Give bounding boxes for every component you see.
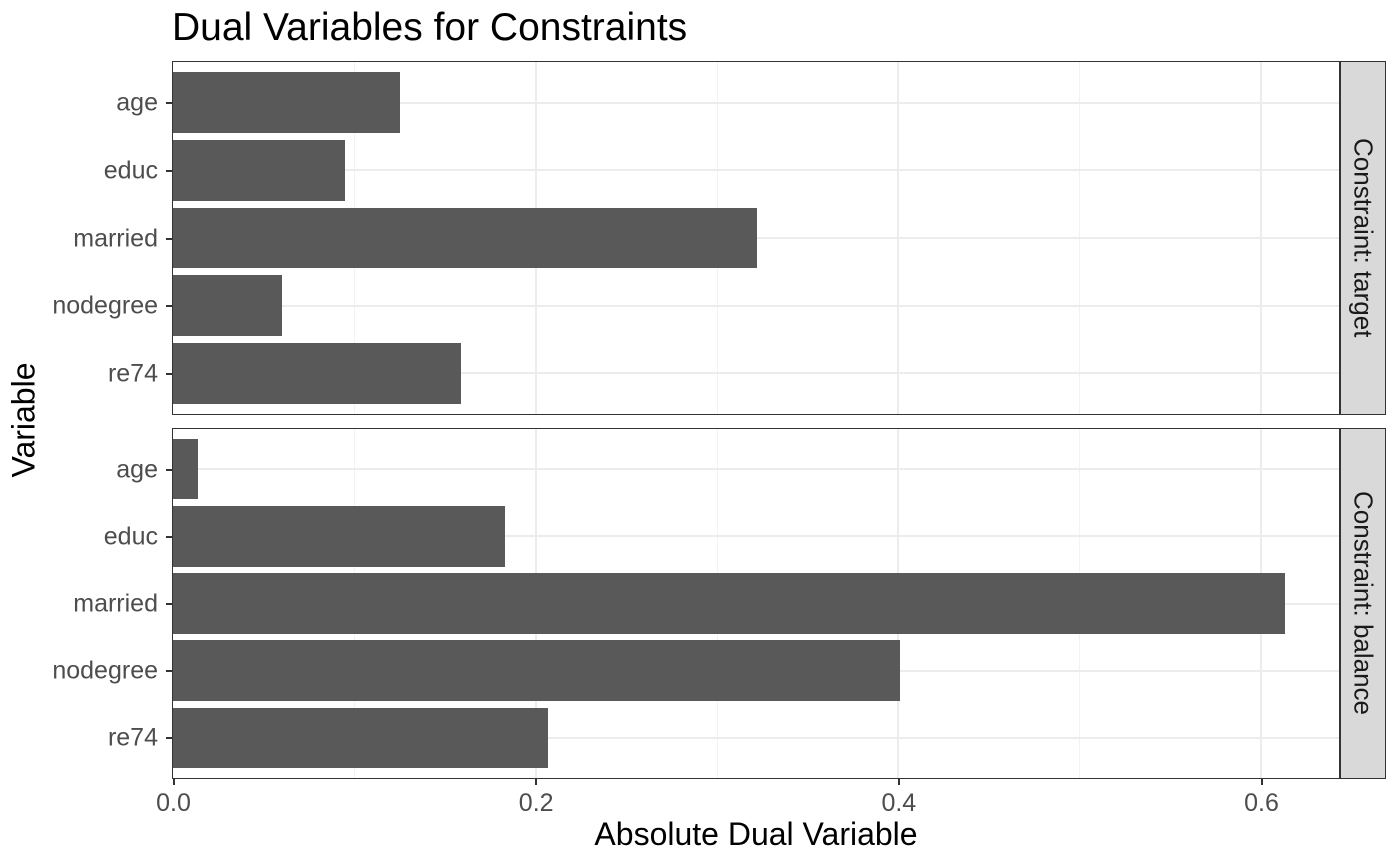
y-tick-label-nodegree: nodegree xyxy=(52,656,158,685)
panel-constraint-target xyxy=(172,61,1340,415)
y-tick-label-married: married xyxy=(73,224,158,252)
y-tick-label-nodegree: nodegree xyxy=(52,291,158,320)
facet-strip-balance: Constraint: balance xyxy=(1340,428,1386,779)
bar-balance-educ xyxy=(173,506,505,567)
gridline-major-horizontal xyxy=(173,169,1339,172)
bar-balance-married xyxy=(173,573,1285,634)
bar-target-married xyxy=(173,207,757,269)
y-tick-mark xyxy=(166,102,172,105)
facet-strip-label: Constraint: target xyxy=(1348,138,1379,338)
gridline-major-horizontal xyxy=(173,304,1339,307)
y-tick-mark xyxy=(166,372,172,375)
bar-target-educ xyxy=(173,139,346,201)
x-tick-mark xyxy=(1260,779,1263,785)
x-tick-mark xyxy=(535,779,538,785)
gridline-major-horizontal xyxy=(173,736,1339,739)
y-tick-mark xyxy=(166,603,172,605)
y-tick-label-age: age xyxy=(116,88,158,117)
y-tick-mark xyxy=(166,237,172,240)
y-tick-mark xyxy=(166,737,172,740)
y-tick-label-married: married xyxy=(73,589,158,618)
y-tick-mark xyxy=(166,468,172,471)
x-tick-label-0.2: 0.2 xyxy=(518,789,554,817)
facet-strip-label: Constraint: balance xyxy=(1348,491,1379,716)
y-tick-mark xyxy=(166,169,172,172)
gridline-major-horizontal xyxy=(173,101,1339,104)
x-tick-label-0.4: 0.4 xyxy=(881,789,917,817)
gridline-major-horizontal xyxy=(173,372,1339,375)
chart-title: Dual Variables for Constraints xyxy=(172,6,688,49)
gridline-major-horizontal xyxy=(173,468,1339,471)
bar-target-age xyxy=(173,72,400,134)
y-tick-label-educ: educ xyxy=(103,156,158,185)
y-tick-label-age: age xyxy=(116,455,158,484)
y-tick-label-re74: re74 xyxy=(107,723,158,752)
bar-target-re74 xyxy=(173,342,462,404)
x-tick-label-0.6: 0.6 xyxy=(1244,789,1279,817)
x-tick-mark xyxy=(172,779,175,785)
bar-balance-nodegree xyxy=(173,640,901,701)
x-tick-mark xyxy=(897,779,900,785)
y-tick-mark xyxy=(166,305,172,308)
bar-balance-re74 xyxy=(173,707,549,768)
x-tick-label-0.0: 0.0 xyxy=(156,789,191,817)
panel-constraint-balance xyxy=(172,428,1340,779)
y-tick-mark xyxy=(166,670,172,673)
x-axis-title: Absolute Dual Variable xyxy=(594,816,918,852)
gridline-major-horizontal xyxy=(173,535,1339,538)
y-tick-mark xyxy=(166,535,172,538)
bar-target-nodegree xyxy=(173,275,282,337)
y-tick-label-educ: educ xyxy=(103,522,158,551)
bar-balance-age xyxy=(173,439,199,500)
y-tick-label-re74: re74 xyxy=(107,359,158,388)
facet-strip-target: Constraint: target xyxy=(1340,61,1386,415)
